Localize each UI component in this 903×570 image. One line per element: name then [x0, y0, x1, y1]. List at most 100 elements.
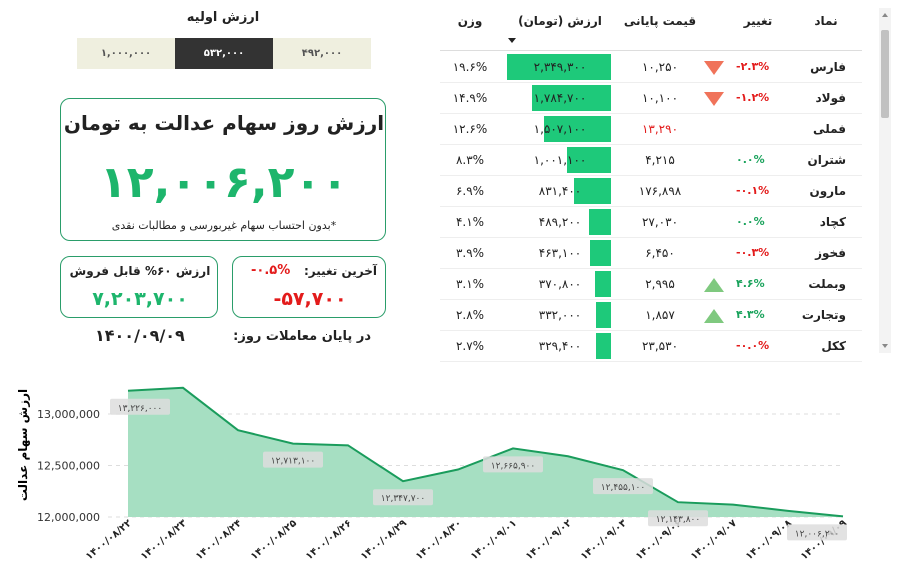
- trend-icon: [704, 278, 724, 292]
- value-bar: [590, 240, 611, 266]
- summary-box: ارزش روز سهام عدالت به تومان ۱۲,۰۰۶,۲۰۰ …: [60, 98, 386, 241]
- data-label-bg: [483, 456, 543, 473]
- change-value: -۵۷,۷۰۰: [273, 288, 347, 310]
- sellable-box: ارزش ۶۰% قابل فروش ۷,۲۰۳,۷۰۰: [60, 256, 218, 318]
- column-header: وزن: [457, 14, 483, 28]
- value-bar: [544, 116, 611, 142]
- data-label: ۱۲,۰۰۶,۲۰۰: [795, 529, 839, 539]
- price: ۲۳,۵۳۰: [641, 339, 679, 353]
- weight: ۸.۳%: [455, 153, 485, 167]
- data-label-bg: [373, 489, 433, 506]
- x-tick-label: ۱۴۰۰/۰۸/۲۹: [359, 518, 409, 563]
- value: ۸۳۱,۴۰۰: [538, 184, 582, 198]
- row-line: [440, 175, 862, 176]
- price: ۴,۲۱۵: [645, 153, 675, 167]
- column-header: نماد: [814, 14, 838, 28]
- y-axis-title: ارزش سهام عدالت: [16, 389, 31, 501]
- value-bar: [507, 54, 611, 80]
- option[interactable]: ۴۹۲,۰۰۰: [273, 38, 371, 69]
- date-label: در پایان معاملات روز:: [233, 329, 371, 344]
- weight: ۲.۷%: [455, 339, 485, 353]
- change: -۲.۳%: [736, 60, 770, 73]
- value: ۴۸۹,۲۰۰: [538, 215, 582, 229]
- x-tick-label: ۱۴۰۰/۰۸/۲۳: [139, 518, 189, 563]
- weight: ۱۹.۶%: [452, 60, 488, 74]
- x-tick-label: ۱۴۰۰/۰۸/۲۵: [249, 518, 299, 563]
- price: ۲,۹۹۵: [645, 277, 675, 291]
- x-tick-label: ۱۴۰۰/۰۸/۲۴: [194, 518, 244, 563]
- y-tick-label: 12,000,000: [37, 511, 100, 524]
- x-tick-label: ۱۴۰۰/۰۹/۰۱: [469, 518, 519, 563]
- data-label: ۱۳,۲۲۶,۰۰۰: [118, 404, 162, 414]
- symbol: شتران: [807, 153, 846, 167]
- symbol: فارس: [810, 60, 846, 74]
- data-label-bg: [648, 510, 708, 527]
- row-line: [440, 268, 862, 269]
- y-tick-label: 13,000,000: [37, 408, 100, 421]
- scroll-up[interactable]: [882, 10, 888, 17]
- data-label: ۱۲,۴۵۵,۱۰۰: [601, 483, 645, 493]
- data-label: ۱۲,۷۱۳,۱۰۰: [271, 457, 315, 467]
- symbol: ککل: [821, 339, 846, 353]
- x-tick-label: ۱۴۰۰/۰۹/۰۸: [744, 518, 794, 563]
- column-header: ارزش (تومان): [518, 14, 602, 28]
- value-bar: [596, 302, 611, 328]
- row-line: [440, 330, 862, 331]
- x-tick-label: ۱۴۰۰/۰۹/۰۳: [579, 518, 629, 563]
- change: ۰.۰%: [736, 153, 765, 166]
- value-bar: [574, 178, 611, 204]
- option[interactable]: ۵۳۲,۰۰۰: [175, 38, 273, 69]
- sellable-value: ۷,۲۰۳,۷۰۰: [92, 288, 188, 310]
- x-tick-label: ۱۴۰۰/۰۹/۰۲: [524, 518, 574, 563]
- change: -۱.۲%: [736, 91, 770, 104]
- change: -۰.۱%: [736, 184, 770, 197]
- data-label-bg: [593, 478, 653, 495]
- value: ۴۶۳,۱۰۰: [538, 246, 582, 260]
- value: ۱,۵۰۷,۱۰۰: [533, 122, 587, 136]
- sellable-label: ارزش ۶۰% قابل فروش: [69, 264, 211, 278]
- weight: ۶.۹%: [455, 184, 485, 198]
- scrollbar[interactable]: [879, 8, 891, 353]
- summary-title: ارزش روز سهام عدالت به تومان: [63, 111, 385, 135]
- symbol: وبملت: [808, 277, 846, 291]
- data-label: ۱۲,۳۴۷,۷۰۰: [381, 494, 425, 504]
- price: ۱۷۶,۸۹۸: [638, 184, 682, 198]
- weight: ۳.۹%: [455, 246, 485, 260]
- option[interactable]: ۱,۰۰۰,۰۰۰: [77, 38, 175, 69]
- row-line: [440, 237, 862, 238]
- change-percent: -۰.۵%: [251, 263, 291, 278]
- symbol: فخوز: [815, 246, 846, 260]
- value-bar: [589, 209, 611, 235]
- symbol: مارون: [809, 184, 846, 198]
- change-label: آخرین تغییر:: [303, 264, 377, 278]
- summary-value: ۱۲,۰۰۶,۲۰۰: [99, 157, 349, 208]
- value: ۱,۷۸۴,۷۰۰: [533, 91, 587, 105]
- trend-icon: [704, 309, 724, 323]
- weight: ۱۲.۶%: [452, 122, 488, 136]
- row-line: [440, 144, 862, 145]
- value: ۳۷۰,۸۰۰: [538, 277, 582, 291]
- scroll-down[interactable]: [882, 344, 888, 351]
- y-tick-label: 12,500,000: [37, 460, 100, 473]
- value-bar: [594, 271, 611, 297]
- weight: ۳.۱%: [455, 277, 485, 291]
- symbol: کچاد: [819, 215, 846, 229]
- value: ۱,۰۰۱,۱۰۰: [533, 153, 587, 167]
- x-tick-label: ۱۴۰۰/۰۸/۳۰: [414, 518, 464, 563]
- change: ۴.۶%: [736, 277, 765, 290]
- weight: ۱۴.۹%: [452, 91, 488, 105]
- row-line: [440, 206, 862, 207]
- symbol: فولاد: [815, 91, 846, 105]
- table: نماد تغییر قیمت پایانی ارزش (تومان) وزن فارس -…: [440, 0, 862, 362]
- date: ۱۴۰۰/۰۹/۰۹: [95, 326, 185, 345]
- summary-note: *بدون احتساب سهام غیربورسی و مطالبات نقد…: [111, 219, 337, 232]
- column-header: قیمت پایانی: [623, 14, 697, 28]
- row-line: [440, 299, 862, 300]
- x-tick-label: ۱۴۰۰/۰۸/۲۲: [84, 518, 134, 563]
- scroll-thumb[interactable]: [881, 30, 889, 118]
- change: ۴.۳%: [736, 308, 765, 321]
- symbol: وتجارت: [801, 308, 846, 322]
- change-box: آخرین تغییر: -۰.۵% -۵۷,۷۰۰: [232, 256, 386, 318]
